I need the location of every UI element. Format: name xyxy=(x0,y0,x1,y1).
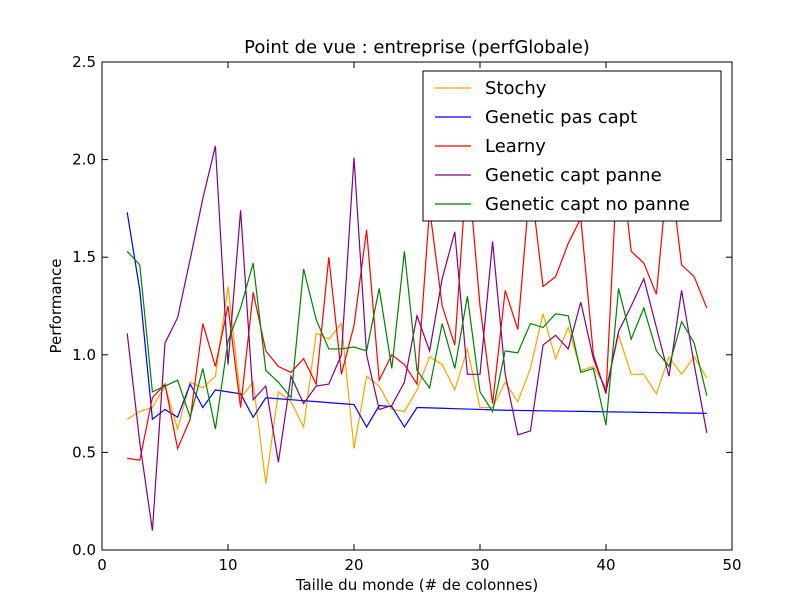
series-line-2 xyxy=(127,140,708,461)
x-tick-label: 20 xyxy=(344,556,363,574)
series-line-1 xyxy=(126,212,707,429)
y-tick-label: 2.5 xyxy=(72,53,96,71)
plot-area: 0 10 20 30 40 50 0.0 0.5 1.0 1.5 2.0 2.5 xyxy=(72,53,741,574)
legend: Stochy Genetic pas capt Learny Genetic capt… xyxy=(422,70,722,222)
x-tick-label: 10 xyxy=(218,556,237,574)
series-lines xyxy=(126,140,708,531)
legend-label-1: Genetic pas capt xyxy=(485,107,637,128)
x-tick-label: 30 xyxy=(470,556,489,574)
x-tick-label: 50 xyxy=(722,556,741,574)
y-tick-label: 2.0 xyxy=(72,151,96,169)
x-tick-label: 0 xyxy=(97,556,107,574)
y-axis-title: Performance xyxy=(47,258,65,353)
legend-box xyxy=(422,70,722,222)
x-tick-label: 40 xyxy=(596,556,615,574)
plot-frame xyxy=(101,61,733,551)
y-tick-label: 1.5 xyxy=(72,248,96,266)
series-line-4 xyxy=(126,250,708,430)
legend-label-4: Genetic capt no panne xyxy=(485,194,690,215)
y-tick-label: 1.0 xyxy=(72,346,96,364)
legend-label-2: Learny xyxy=(485,136,546,157)
legend-label-0: Stochy xyxy=(485,78,547,99)
chart-title: Point de vue : entreprise (perfGlobale) xyxy=(244,37,590,58)
series-line-3 xyxy=(126,145,708,531)
y-tick-label: 0.5 xyxy=(72,443,96,461)
y-tick-label: 0.0 xyxy=(72,541,96,559)
legend-label-3: Genetic capt panne xyxy=(485,165,662,186)
x-axis-title: Taille du monde (# de colonnes) xyxy=(295,576,538,594)
